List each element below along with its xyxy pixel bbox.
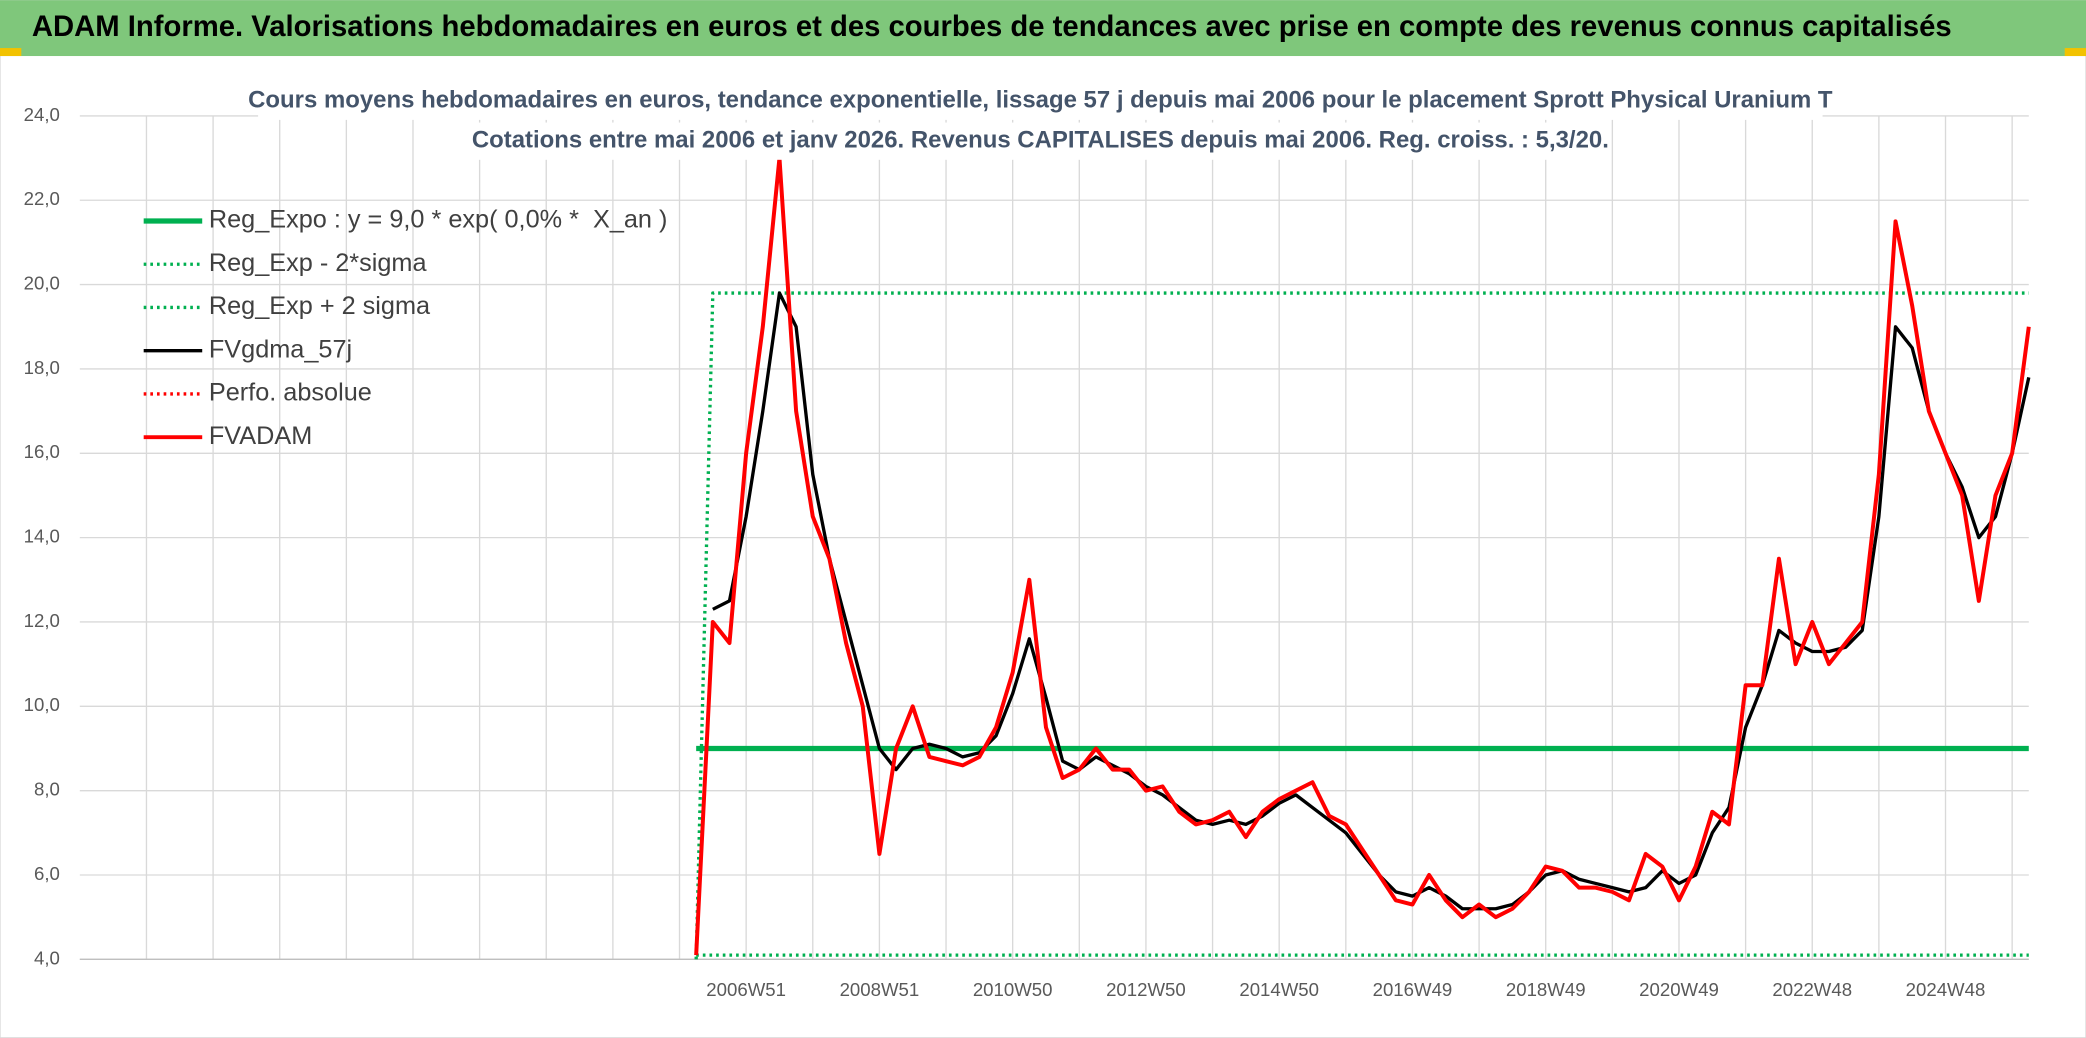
header-bar [0,0,2086,57]
series-line [694,156,2031,956]
y-tick-label: 8,0 [34,779,60,800]
y-tick-label: 14,0 [24,526,60,547]
x-tick-label: 2010W50 [973,979,1053,1000]
y-tick-label: 4,0 [34,947,60,968]
legend-label: Reg_Exp + 2 sigma [209,292,431,320]
y-tick-label: 12,0 [24,610,60,631]
chart-title: Cours moyens hebdomadaires en euros, ten… [248,87,1833,114]
title-bg [258,82,1823,120]
x-tick-label: 2024W48 [1906,979,1986,1000]
legend-label: FVADAM [209,422,312,450]
x-tick-label: 2014W50 [1239,979,1319,1000]
y-tick-label: 24,0 [24,104,60,125]
y-tick-label: 18,0 [24,357,60,378]
legend-label: FVgdma_57j [209,335,352,363]
y-tick-label: 22,0 [24,188,60,209]
legend-label: Perfo. absolue [209,379,372,407]
x-tick-label: 2016W49 [1373,979,1453,1000]
corner [2064,48,2086,57]
header-title: ADAM Informe. Valorisations hebdomadaire… [32,11,1952,43]
x-tick-label: 2012W50 [1106,979,1186,1000]
y-tick-label: 20,0 [24,273,60,294]
x-tick-label: 2018W49 [1506,979,1586,1000]
y-tick-label: 10,0 [24,694,60,715]
x-tick-label: 2020W49 [1639,979,1719,1000]
chart-subtitle: Cotations entre mai 2006 et janv 2026. R… [472,127,1609,154]
legend-label: Reg_Exp - 2*sigma [209,249,428,277]
x-tick-label: 2006W51 [706,979,786,1000]
legend-label: Reg_Expo : y = 9,0 * exp( 0,0% * X_an ) [209,206,668,234]
x-tick-label: 2022W48 [1772,979,1852,1000]
plot-area: 4,0 6,0 8,0 10,0 12,0 14,0 16,0 18,0 20,0 22,0 24,… [24,104,2031,1000]
corner [0,48,22,57]
x-tick-label: 2008W51 [840,979,920,1000]
series-line [694,291,2029,960]
y-tick-label: 6,0 [34,863,60,884]
y-tick-label: 16,0 [24,441,60,462]
title-bg [476,122,1605,160]
